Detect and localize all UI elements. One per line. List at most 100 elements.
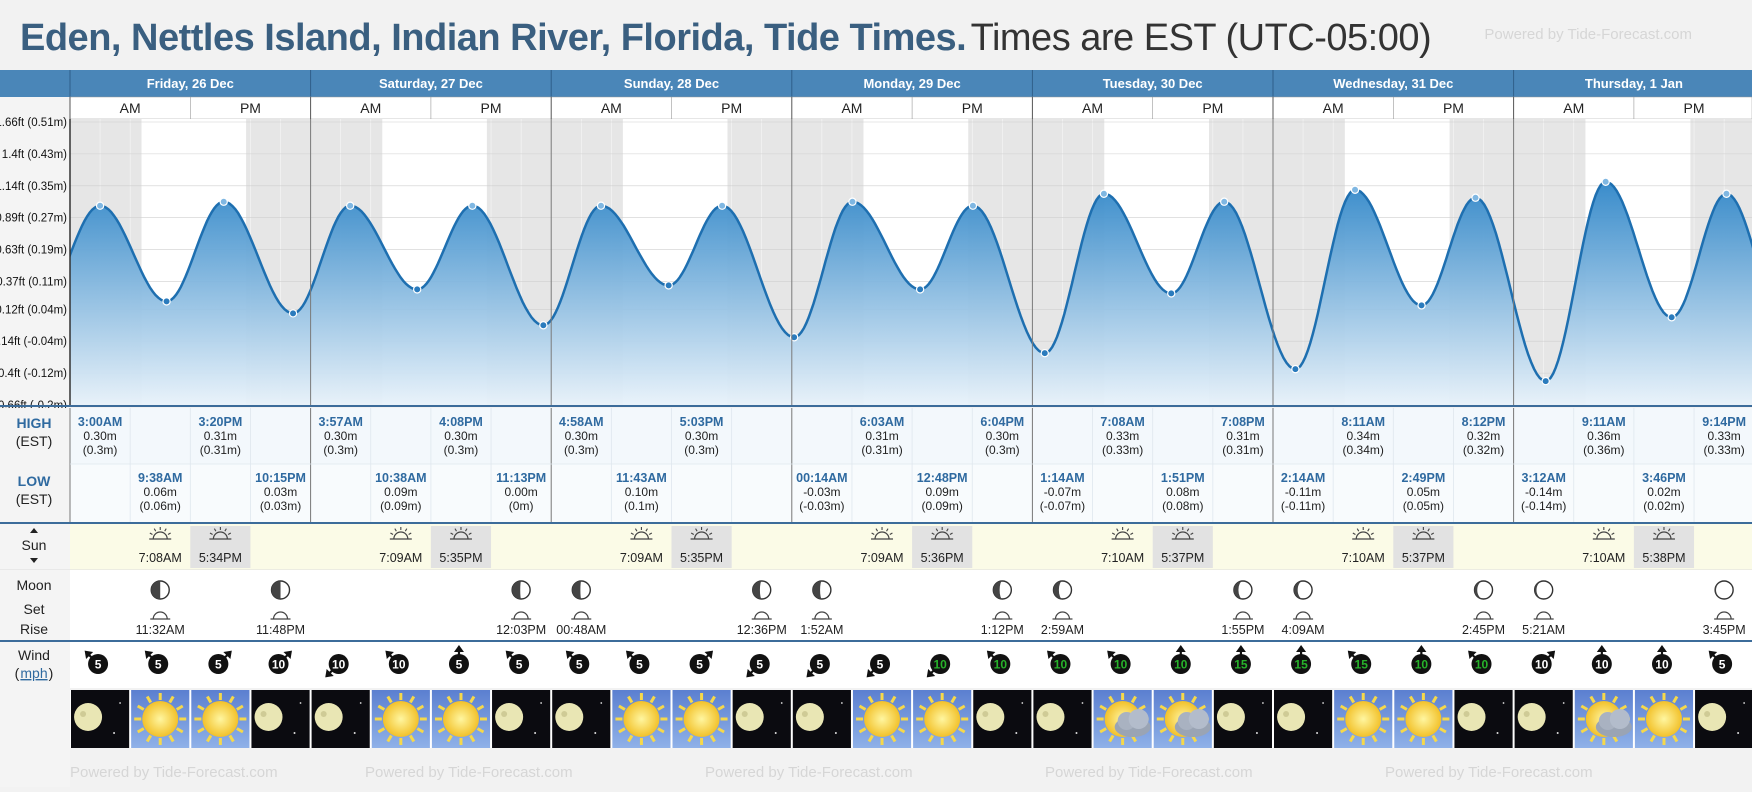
tide-time: 4:08PM: [439, 415, 483, 429]
moon-crater: [741, 711, 748, 717]
moonrise-icon: [272, 611, 289, 620]
tide-chart: Friday, 26 Dec Saturday, 27 Dec Sunday, 28…: [0, 70, 1752, 792]
star: [1015, 732, 1018, 734]
sun-ray: [717, 704, 725, 711]
sun-ray: [1431, 695, 1438, 704]
star: [113, 732, 116, 734]
tide-chart-svg: Friday, 26 Dec Saturday, 27 Dec Sunday, 28…: [0, 70, 1752, 787]
wind-badge: [1651, 654, 1672, 674]
y-tick-label: -0.4ft (-0.12m): [0, 368, 67, 380]
tide-height-m: (0.3m): [684, 443, 719, 457]
y-tick-label: -0.14ft (-0.04m): [0, 336, 67, 348]
tide-height-m: (0.31m): [200, 443, 241, 457]
moon-time: 3:45PM: [1703, 623, 1746, 637]
sun-ray: [657, 727, 665, 734]
moon-shadow: [151, 581, 161, 599]
tide-point-low: [1167, 289, 1176, 298]
wind-badge: [1471, 654, 1492, 674]
sunrise-time: 7:10AM: [1101, 551, 1144, 565]
moon-crater: [801, 711, 808, 717]
star: [1262, 702, 1264, 704]
low-row-tz: (EST): [16, 491, 53, 507]
wind-speed: 10: [1595, 658, 1609, 672]
tide-time: 1:14AM: [1040, 471, 1084, 485]
sunrise-icon: [149, 527, 172, 540]
page-title: Eden, Nettles Island, Indian River, Flor…: [20, 8, 1432, 68]
ampm-row: [69, 96, 1752, 120]
sun-ray: [168, 734, 175, 743]
sun-ray: [1348, 734, 1356, 743]
sun-ray: [678, 704, 686, 711]
wind-label-bg: [0, 642, 70, 688]
moon-time: 1:12PM: [981, 623, 1024, 637]
wind-badge: [1230, 654, 1251, 674]
sunset-icon: [1652, 527, 1675, 540]
wind-badge: [1411, 654, 1432, 674]
day-header-label: Tuesday, 30 Dec: [1103, 76, 1203, 91]
wind-speed: 10: [272, 658, 286, 672]
wind-speed: 5: [155, 658, 162, 672]
tide-point-low: [789, 333, 799, 342]
moon-weather-icon: [74, 703, 103, 731]
sunrise-icon: [1111, 527, 1134, 540]
tide-point-low: [1040, 348, 1049, 358]
tide-time: 9:14PM: [1702, 415, 1746, 429]
moon-label-bg: [0, 570, 70, 640]
sun-ray: [717, 727, 725, 734]
wind-unit-link[interactable]: mph: [20, 665, 47, 681]
tide-height-m: (0.33m): [1703, 443, 1744, 457]
tide-point-low: [288, 309, 298, 318]
wind-badge: [88, 654, 109, 674]
tide-time: 7:08PM: [1221, 415, 1265, 429]
tide-height: 0.30m: [986, 429, 1019, 443]
tide-point-high: [219, 197, 228, 206]
wind-speed: 10: [1174, 658, 1188, 672]
sun-ray: [175, 727, 184, 734]
wind-badge: [990, 654, 1011, 674]
y-tick-label: 0.12ft (0.04m): [0, 304, 67, 316]
tide-time: 2:49PM: [1401, 471, 1445, 485]
moonrise-icon: [994, 611, 1010, 620]
low-row-bg: [0, 464, 1752, 522]
sun-ray: [206, 734, 213, 743]
sun-ray: [649, 695, 656, 704]
moonrise-icon: [1054, 611, 1071, 620]
sunrise-time: 7:09AM: [379, 551, 422, 565]
wind-speed: 5: [696, 658, 703, 672]
sunset-icon: [1171, 527, 1194, 540]
star: [1743, 702, 1746, 704]
star: [834, 732, 837, 734]
moon-weather-icon: [314, 703, 343, 731]
tide-point-low: [1417, 301, 1426, 310]
tide-height: 0.30m: [83, 429, 116, 443]
sun-weather-icon: [924, 701, 961, 737]
wind-badge: [749, 654, 770, 674]
tide-time: 3:57AM: [318, 415, 362, 429]
sun-ray: [657, 704, 665, 711]
sun-ray: [618, 704, 626, 711]
sunset-icon: [449, 527, 472, 540]
tide-time: 6:03AM: [860, 415, 904, 429]
star: [840, 702, 843, 704]
powered-by-watermark: Powered by Tide-Forecast.com: [1484, 26, 1692, 43]
star: [1255, 732, 1258, 734]
wind-speed: 10: [994, 658, 1008, 672]
wind-badge: [1110, 654, 1131, 674]
sun-ray: [1439, 727, 1447, 734]
wind-badge: [509, 654, 530, 674]
moon-weather-icon: [495, 703, 524, 731]
tide-time: 4:58AM: [559, 415, 603, 429]
moon-time: 2:45PM: [1462, 623, 1505, 637]
tide-height-m: (0.3m): [83, 443, 118, 457]
tide-time: 3:00AM: [78, 415, 122, 429]
day-header-label: Monday, 29 Dec: [863, 76, 960, 91]
sunset-time: 5:35PM: [680, 551, 723, 565]
sunrise-icon: [1352, 527, 1375, 540]
sun-ray: [1159, 727, 1168, 734]
star: [293, 732, 296, 734]
sun-ray: [867, 734, 874, 743]
day-header-label: Wednesday, 31 Dec: [1333, 76, 1453, 91]
sun-ray: [1138, 704, 1146, 711]
sun-ray: [1378, 704, 1387, 711]
tide-height-m: (0.34m): [1343, 443, 1384, 457]
